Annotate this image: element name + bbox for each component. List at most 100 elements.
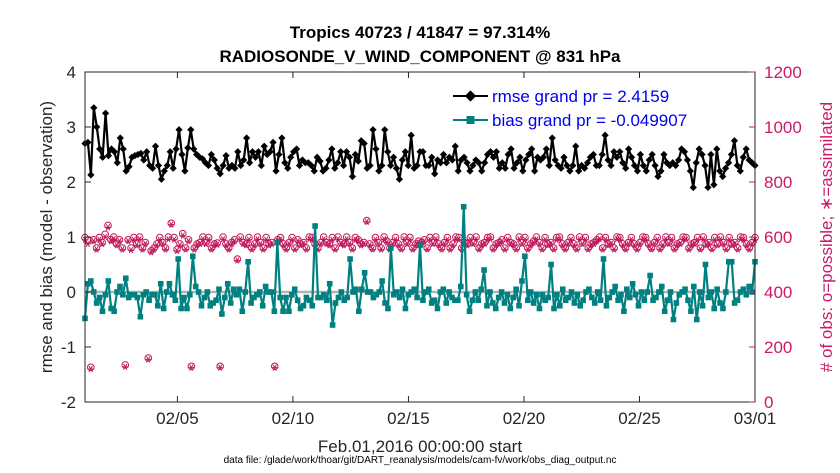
y-tick-label: -2 <box>61 393 76 412</box>
obs-possible-marker <box>363 216 371 225</box>
bias-point <box>248 300 254 306</box>
obs-possible-marker <box>613 233 621 241</box>
rmse-point <box>313 153 321 161</box>
rmse-point <box>348 172 357 181</box>
bias-point <box>335 294 342 301</box>
rmse-point <box>542 145 550 153</box>
rmse-point <box>719 172 727 181</box>
rmse-point <box>310 167 318 175</box>
bias-point <box>452 297 458 304</box>
rmse-point <box>489 153 498 161</box>
obs-possible-marker <box>472 233 480 241</box>
rmse-point <box>478 167 486 175</box>
bias-point <box>656 289 662 295</box>
bias-point <box>341 297 348 304</box>
obs-possible-marker <box>204 233 213 242</box>
obs-possible-marker <box>733 244 742 252</box>
bias-point <box>169 291 176 298</box>
bias-point <box>108 305 115 312</box>
obs-assimilated-marker <box>731 240 739 248</box>
obs-assimilated-marker <box>124 237 132 245</box>
obs-possible-marker <box>130 233 138 242</box>
obs-assimilated-marker <box>567 236 575 243</box>
obs-assimilated-marker <box>498 237 506 245</box>
bias-point <box>644 289 651 295</box>
bias-point <box>725 258 732 265</box>
obs-assimilated-marker <box>682 236 690 243</box>
obs-assimilated-marker <box>432 235 440 243</box>
rmse-point <box>372 145 380 153</box>
y-tick-label: 4 <box>67 63 76 82</box>
obs-assimilated-marker <box>87 365 95 373</box>
obs-assimilated-marker <box>745 246 753 253</box>
rmse-point <box>583 159 592 167</box>
x-axis-label: Feb.01,2016 00:00:00 start <box>318 437 522 456</box>
obs-possible-marker <box>391 233 400 242</box>
rmse-point <box>457 156 465 164</box>
obs-possible-marker <box>538 244 547 252</box>
bias-point <box>289 291 295 298</box>
bias-point <box>373 291 380 298</box>
rmse-point <box>672 161 680 170</box>
obs-possible-marker <box>118 244 127 252</box>
obs-possible-marker <box>348 244 357 252</box>
rmse-point <box>231 164 239 172</box>
rmse-point <box>337 148 345 156</box>
rmse-point <box>604 156 612 164</box>
obs-assimilated-marker <box>397 246 405 253</box>
legend: rmse grand pr = 2.4159 bias grand pr = -… <box>453 87 687 130</box>
bias-point <box>239 308 246 315</box>
obs-assimilated-marker <box>443 236 451 243</box>
obs-assimilated-marker <box>225 246 233 253</box>
bias-point <box>274 239 281 246</box>
obs-assimilated-marker <box>213 241 221 248</box>
legend-bias-label: bias grand pr = -0.049907 <box>492 111 687 130</box>
obs-assimilated-marker <box>251 242 259 249</box>
rmse-point <box>260 142 268 150</box>
bias-point <box>323 297 330 304</box>
bias-point <box>242 289 249 295</box>
obs-assimilated-marker <box>722 246 730 253</box>
rmse-point <box>481 159 489 167</box>
rmse-point <box>251 153 260 161</box>
rmse-point <box>716 167 724 175</box>
obs-assimilated-marker <box>602 236 609 243</box>
rmse-point <box>96 145 104 153</box>
rmse-point <box>595 161 603 170</box>
obs-assimilated-marker <box>383 239 391 246</box>
data-file-footnote: data file: /glade/work/thoar/git/DART_re… <box>224 455 617 466</box>
bias-point <box>224 280 231 287</box>
rmse-point <box>407 131 415 139</box>
obs-assimilated-marker <box>179 232 187 239</box>
obs-assimilated-marker <box>349 246 356 253</box>
rmse-point <box>607 161 615 170</box>
obs-assimilated-marker <box>139 246 146 253</box>
obs-possible-marker <box>161 244 170 252</box>
rmse-point <box>560 153 568 161</box>
bias-point <box>184 305 190 312</box>
obs-assimilated-marker <box>159 240 167 248</box>
obs-assimilated-marker <box>711 236 719 243</box>
bias-point <box>338 289 345 295</box>
obs-possible-marker <box>104 221 112 230</box>
obs-possible-marker <box>302 244 311 252</box>
bias-point <box>230 286 237 293</box>
y-right-tick-label: 600 <box>764 228 792 247</box>
obs-assimilated-marker <box>659 242 667 249</box>
bias-point <box>187 291 193 298</box>
obs-assimilated-marker <box>642 236 650 243</box>
obs-assimilated-marker <box>262 236 270 243</box>
bias-point <box>600 256 607 262</box>
rmse-point <box>701 161 709 170</box>
bias-point <box>216 286 222 293</box>
rmse-point <box>630 161 639 170</box>
bias-point <box>638 289 645 295</box>
rmse-point <box>419 148 427 156</box>
bias-point <box>358 286 365 293</box>
rmse-point <box>724 159 733 167</box>
obs-assimilated-marker <box>714 242 722 249</box>
y-right-tick-label: 0 <box>764 393 773 412</box>
obs-assimilated-marker <box>616 236 624 243</box>
bias-point <box>347 256 353 262</box>
obs-assimilated-marker <box>541 236 549 243</box>
